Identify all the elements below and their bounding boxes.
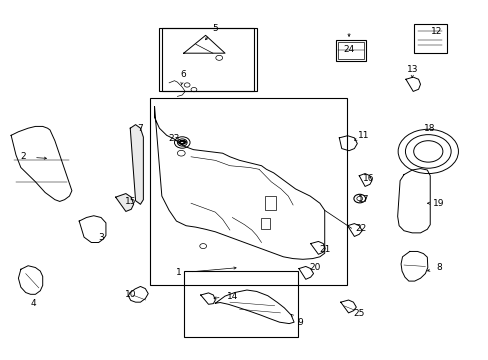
Text: 20: 20 — [309, 263, 320, 272]
Text: 14: 14 — [226, 292, 238, 301]
Bar — [261, 217, 270, 229]
Text: 22: 22 — [355, 224, 366, 233]
Text: 19: 19 — [432, 199, 444, 208]
Text: 3: 3 — [98, 233, 104, 242]
Text: 6: 6 — [181, 70, 186, 79]
Text: 21: 21 — [318, 245, 330, 254]
Text: 8: 8 — [435, 263, 441, 272]
Text: 11: 11 — [357, 131, 368, 140]
Text: 23: 23 — [168, 134, 179, 143]
Text: 13: 13 — [406, 65, 417, 74]
Bar — [338, 42, 363, 59]
Text: 18: 18 — [423, 124, 434, 133]
Bar — [149, 98, 346, 285]
Polygon shape — [130, 125, 143, 204]
Bar — [335, 40, 366, 61]
Bar — [159, 28, 254, 91]
Text: 17: 17 — [357, 195, 368, 204]
Text: 24: 24 — [343, 45, 354, 54]
Text: 9: 9 — [297, 318, 303, 327]
Text: 25: 25 — [352, 310, 364, 319]
Text: 16: 16 — [362, 174, 373, 183]
Bar — [265, 196, 276, 210]
Text: 12: 12 — [430, 27, 441, 36]
Text: 10: 10 — [124, 290, 136, 299]
Text: 4: 4 — [30, 299, 36, 308]
Bar — [413, 23, 446, 53]
Text: 7: 7 — [137, 124, 142, 133]
Text: 15: 15 — [124, 197, 136, 206]
Polygon shape — [116, 194, 133, 211]
Bar — [183, 271, 297, 337]
Text: 2: 2 — [20, 152, 26, 161]
Text: 1: 1 — [176, 268, 182, 277]
Text: 5: 5 — [212, 24, 218, 33]
Bar — [162, 28, 256, 91]
